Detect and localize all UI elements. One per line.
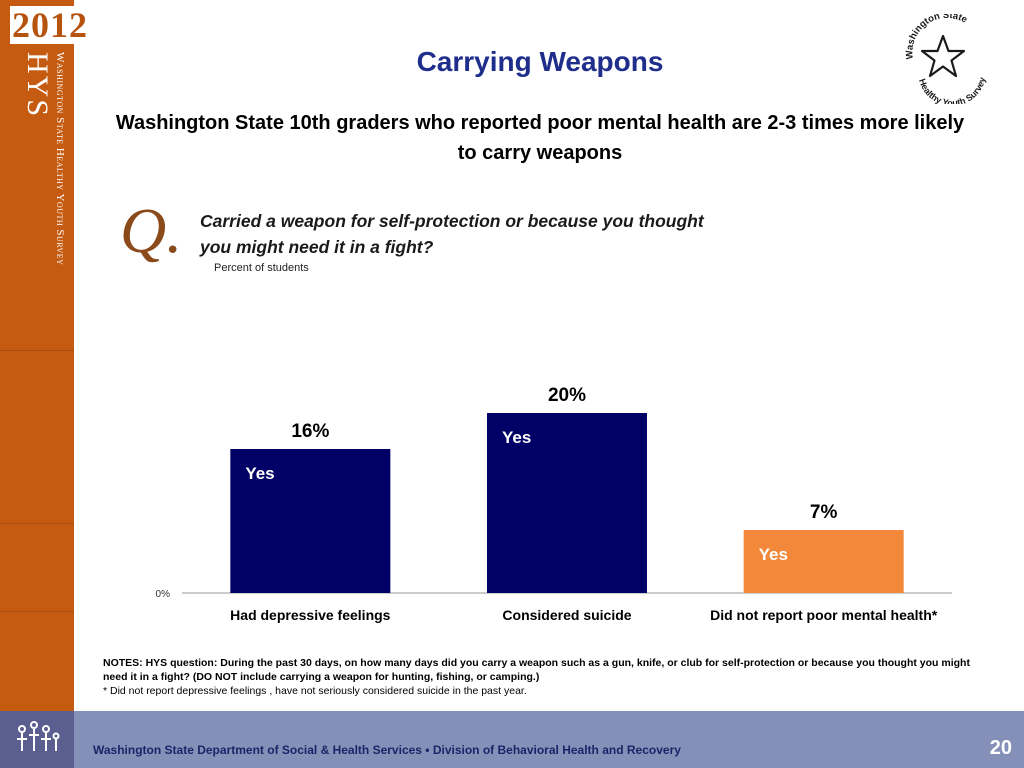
sidebar-divider — [0, 523, 74, 524]
bar-inner-label: Yes — [502, 428, 531, 447]
y-tick-label: 0% — [156, 589, 171, 600]
slide-title: Carrying Weapons — [416, 46, 664, 77]
question-mark-label: Q. — [120, 195, 183, 266]
star-icon — [920, 34, 966, 78]
svg-text:Washington State: Washington State — [904, 14, 969, 60]
notes: NOTES: HYS question: During the past 30 … — [103, 656, 983, 698]
x-category-label: Did not report poor mental health* — [710, 607, 938, 623]
bar-chart: 0% 16% Yes Had depressive feelings 20% Yes Con… — [156, 385, 952, 623]
question-text: Carried a weapon for self-protection or … — [200, 211, 704, 257]
healthy-youth-survey-logo: Washington State Healthy Youth Survey — [904, 14, 987, 104]
bar-value-label: 20% — [548, 385, 586, 406]
survey-name: Washington State Healthy Youth Survey — [54, 52, 66, 266]
bar-inner-label: Yes — [245, 464, 274, 483]
logo-top-text: Washington State — [904, 14, 969, 60]
slide-subtitle: Washington State 10th graders who report… — [115, 112, 965, 164]
bar-inner-label: Yes — [759, 545, 788, 564]
bar-value-label: 16% — [291, 421, 329, 442]
notes-question: NOTES: HYS question: During the past 30 … — [103, 657, 970, 683]
people-icon — [17, 721, 60, 751]
survey-acronym: HYS — [21, 52, 54, 119]
footer-text: Washington State Department of Social & … — [93, 743, 681, 757]
x-category-label: Had depressive feelings — [230, 607, 391, 623]
bar — [230, 449, 391, 593]
survey-year: 2012 — [10, 5, 90, 45]
svg-text:Healthy Youth Survey: Healthy Youth Survey — [917, 76, 987, 104]
bar-value-label: 7% — [810, 502, 838, 523]
x-category-label: Considered suicide — [502, 607, 631, 623]
footer-bar: Washington State Department of Social & … — [0, 711, 1024, 768]
bar — [743, 530, 904, 593]
sidebar — [0, 0, 74, 711]
sidebar-divider — [0, 611, 74, 612]
notes-footnote: * Did not report depressive feelings , h… — [103, 685, 527, 697]
logo-bottom-text: Healthy Youth Survey — [917, 76, 987, 104]
page-number: 20 — [989, 737, 1012, 759]
footer-icon-box — [0, 711, 74, 768]
bar — [487, 413, 647, 593]
sidebar-divider — [0, 350, 74, 351]
unit-label: Percent of students — [214, 262, 309, 274]
